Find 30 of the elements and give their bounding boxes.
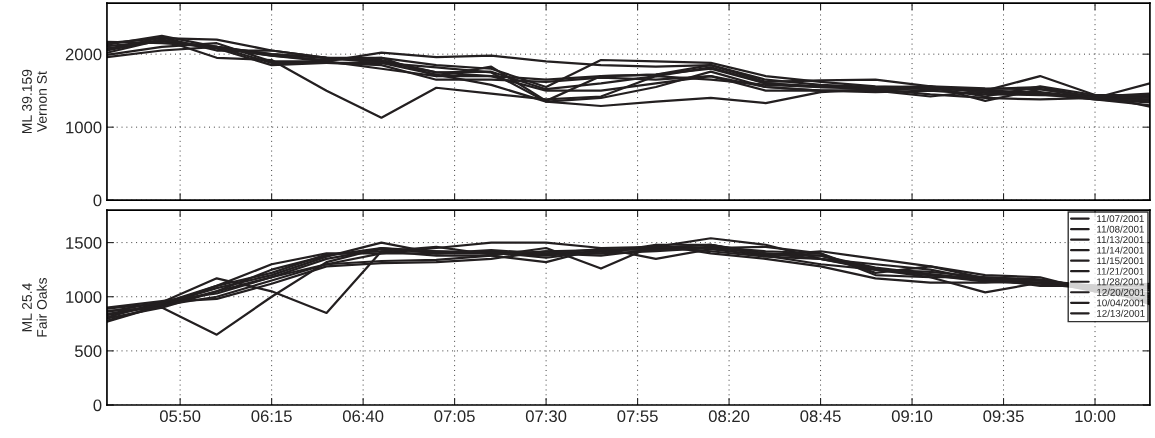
legend-label: 11/08/2001 bbox=[1097, 225, 1144, 233]
x-tick-label: 07:30 bbox=[525, 410, 567, 423]
x-tick-label: 08:45 bbox=[800, 410, 841, 423]
y-axis-title: ML 25.4 Fair Oaks bbox=[22, 277, 47, 337]
y-tick-label: 0 bbox=[93, 399, 102, 412]
x-tick-label: 06:15 bbox=[251, 410, 292, 423]
x-tick-label: 07:55 bbox=[617, 410, 658, 423]
legend-label: 11/13/2001 bbox=[1097, 236, 1144, 244]
y-tick-label: 1500 bbox=[66, 236, 102, 249]
legend-label: 12/13/2001 bbox=[1097, 309, 1145, 317]
x-tick-label: 09:35 bbox=[983, 410, 1024, 423]
legend-label: 11/14/2001 bbox=[1097, 246, 1144, 254]
x-tick-label: 06:40 bbox=[342, 410, 384, 423]
legend-label: 11/21/2001 bbox=[1097, 267, 1144, 275]
y-axis-title: ML 39.159 Vernon St bbox=[22, 69, 47, 134]
x-tick-label: 10:00 bbox=[1075, 410, 1116, 423]
legend-label: 11/15/2001 bbox=[1097, 257, 1144, 265]
y-tick-label: 0 bbox=[93, 194, 102, 207]
x-tick-label: 05:50 bbox=[159, 410, 201, 423]
y-tick-label: 1000 bbox=[66, 291, 102, 303]
x-tick-label: 08:20 bbox=[708, 410, 750, 423]
y-tick-label: 2000 bbox=[65, 48, 102, 61]
legend-label: 11/07/2001 bbox=[1097, 214, 1144, 223]
y-tick-label: 1000 bbox=[66, 121, 102, 134]
legend-label: 11/28/2001 bbox=[1097, 278, 1144, 286]
x-tick-label: 09:10 bbox=[891, 410, 933, 423]
legend-label: 12/20/2001 bbox=[1097, 288, 1145, 296]
y-tick-label: 500 bbox=[74, 345, 102, 358]
x-tick-label: 07:05 bbox=[434, 410, 475, 423]
legend-label: 10/04/2001 bbox=[1097, 299, 1145, 307]
